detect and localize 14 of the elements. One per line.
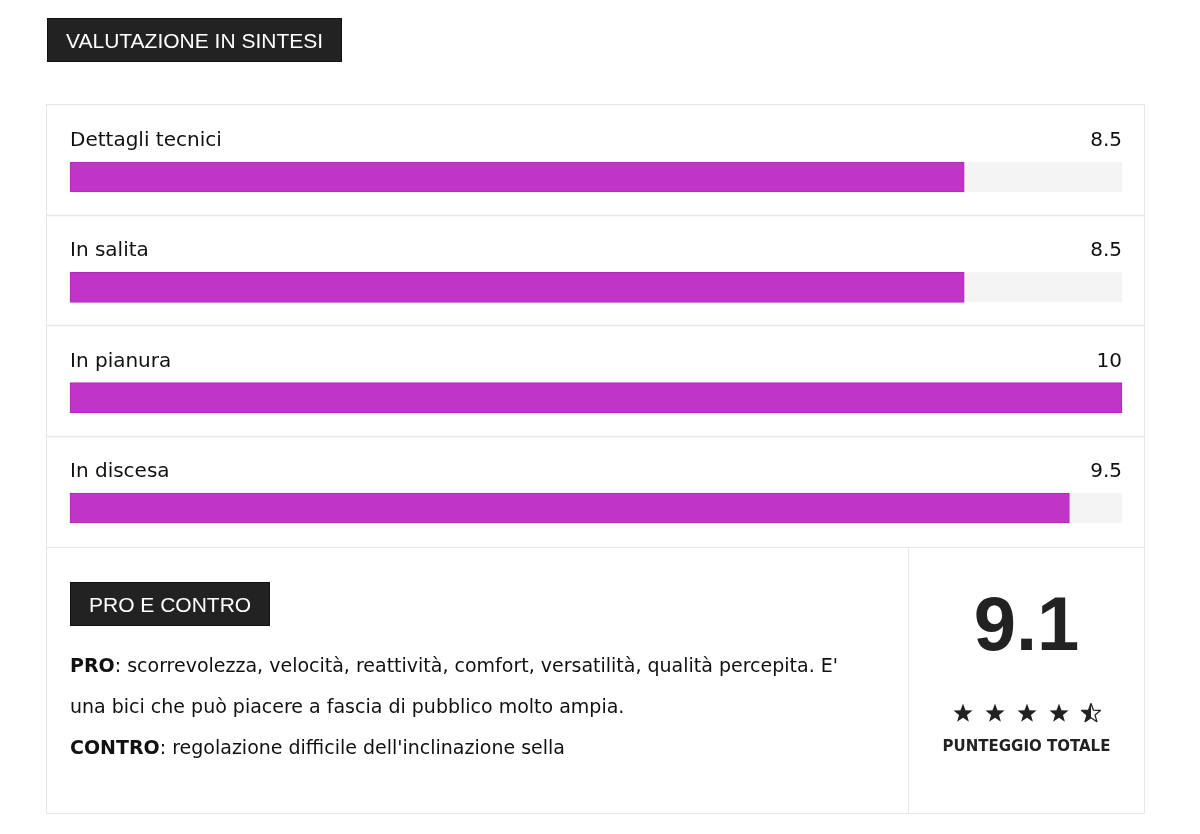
data-label: 8.5 — [1090, 237, 1122, 262]
text: PUNTEGGIO TOTALE — [941, 736, 1112, 756]
y-tick-label: Dettagli tecnici — [70, 127, 222, 151]
data-label: 10 — [1096, 347, 1122, 372]
text: CONTRO: regolazione difficile dell'inclinazione sella — [70, 735, 566, 760]
y-tick-label: In pianura — [70, 347, 172, 372]
chart-title: VALUTAZIONE IN SINTESI — [47, 18, 343, 62]
data-label: 8.5 — [1090, 127, 1122, 151]
y-tick-label: In discesa — [70, 458, 170, 482]
text: 9.1 — [972, 581, 1081, 666]
y-tick-label: In salita — [70, 237, 149, 262]
data-label: 9.5 — [1090, 458, 1122, 482]
text: PRO: scorrevolezza, velocità, reattività, comfort, versatilità, qualità percepita. E' una bici che può piacere a fascia di pubblico molto ampia. — [70, 653, 839, 719]
text: PRO E CONTRO — [70, 582, 271, 626]
